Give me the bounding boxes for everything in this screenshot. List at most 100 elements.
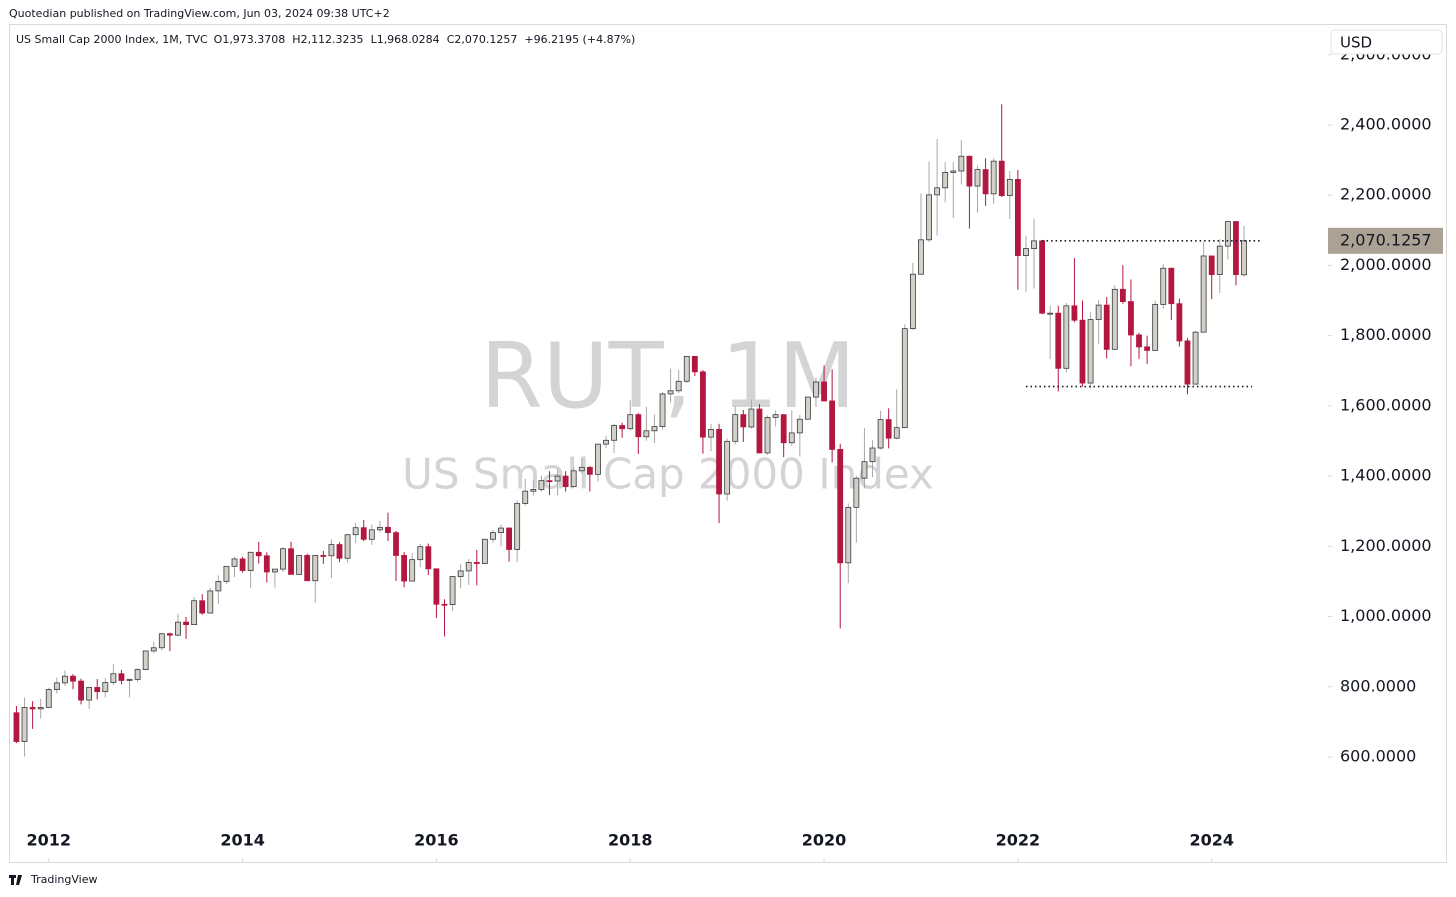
candle-body <box>619 425 626 430</box>
candle-body <box>21 707 28 742</box>
y-tick-label: 1,400.0000 <box>1340 466 1432 485</box>
candle-body <box>918 239 924 275</box>
candle-body <box>37 707 44 710</box>
candle-body <box>231 558 238 567</box>
candle-body <box>29 707 36 710</box>
candle-body <box>118 673 125 681</box>
candle-body <box>94 687 101 693</box>
y-tick-label: 2,200.0000 <box>1340 185 1432 204</box>
candle-body <box>158 633 165 649</box>
x-tick-label: 2018 <box>608 831 653 850</box>
chart-frame <box>9 24 1447 863</box>
candle-body <box>1014 179 1021 257</box>
candle-body <box>393 532 399 556</box>
watermark-name: US Small Cap 2000 Index <box>402 450 934 499</box>
candle-body <box>62 675 68 684</box>
candle-body <box>328 544 335 557</box>
candle-body <box>772 414 779 418</box>
candle-body <box>1111 288 1118 350</box>
candle-body <box>441 603 448 606</box>
candle-body <box>667 390 674 395</box>
candle-body <box>207 590 214 614</box>
candle-body <box>901 328 908 429</box>
candle-body <box>691 355 698 373</box>
ohlc-label: +96.2195 (+4.87%) <box>524 33 635 46</box>
candle-body <box>982 169 989 195</box>
candle-body <box>974 169 981 187</box>
candle-body <box>126 678 133 681</box>
candle-body <box>288 548 294 575</box>
candle-body <box>990 160 997 195</box>
candle-body <box>845 506 852 564</box>
candle-body <box>1071 305 1078 321</box>
candle-body <box>1160 267 1167 305</box>
candle-body <box>239 558 246 571</box>
ohlc-label: C2,070.1257 <box>447 33 518 46</box>
currency-label[interactable]: USD <box>1340 34 1372 52</box>
candle-body <box>1200 255 1207 333</box>
candle-body <box>490 532 496 540</box>
candle-body <box>296 555 303 575</box>
legend: US Small Cap 2000 Index, 1M, TVC O1,973.… <box>16 33 635 46</box>
candle-body <box>1241 240 1247 276</box>
candle-body <box>344 534 351 559</box>
x-tick-label: 2020 <box>802 831 847 850</box>
candle-body <box>1039 240 1046 314</box>
candle-body <box>748 408 755 428</box>
symbol-title: US Small Cap 2000 Index, 1M, TVC <box>16 33 208 46</box>
candle-body <box>1168 267 1175 305</box>
candle-body <box>643 430 650 438</box>
candle-body <box>45 689 52 708</box>
candle-body <box>611 425 617 441</box>
candle-body <box>942 171 949 189</box>
candle-body <box>805 396 811 420</box>
candle-body <box>78 680 84 701</box>
y-tick-label: 600.0000 <box>1340 746 1416 765</box>
candle-body <box>966 155 973 187</box>
candle-body <box>877 419 884 449</box>
candle-body <box>473 562 480 564</box>
candle-body <box>247 551 254 571</box>
candle-body <box>1095 304 1102 320</box>
x-tick-label: 2022 <box>996 831 1041 850</box>
candle-body <box>530 489 537 492</box>
candle-body <box>893 427 900 439</box>
candle-body <box>708 428 714 438</box>
y-tick-label: 1,800.0000 <box>1340 325 1432 344</box>
candle-body <box>796 418 803 434</box>
candle-body <box>821 381 827 402</box>
candle-body <box>651 426 658 432</box>
candle-body <box>562 475 569 488</box>
candle-body <box>150 647 157 652</box>
candle-body <box>926 194 932 241</box>
currency-button[interactable] <box>1330 29 1443 55</box>
footer-logo: TradingView <box>9 873 97 886</box>
candle-body <box>1055 312 1062 369</box>
candle-body <box>280 548 286 570</box>
candle-body <box>950 170 957 173</box>
candle-body <box>1184 340 1191 385</box>
candle-body <box>675 380 682 392</box>
candle-body <box>110 673 117 683</box>
candle-body <box>102 682 109 693</box>
candle-body <box>1233 221 1239 275</box>
y-tick-label: 2,000.0000 <box>1340 255 1432 274</box>
candle-body <box>199 600 206 614</box>
candle-body <box>360 527 367 540</box>
candle-body <box>683 355 690 382</box>
candle-body <box>554 475 561 482</box>
candle-body <box>780 414 787 444</box>
candle-body <box>909 273 916 330</box>
candle-body <box>134 669 141 680</box>
last-price-box <box>1328 227 1443 254</box>
candle-body <box>191 600 198 626</box>
candle-body <box>183 621 189 626</box>
candle-body <box>570 470 577 488</box>
candle-body <box>409 559 416 582</box>
candle-body <box>449 576 456 605</box>
candle-body <box>1216 245 1223 275</box>
candle-body <box>425 546 432 570</box>
candle-body <box>385 526 391 534</box>
candle-body <box>417 546 424 561</box>
